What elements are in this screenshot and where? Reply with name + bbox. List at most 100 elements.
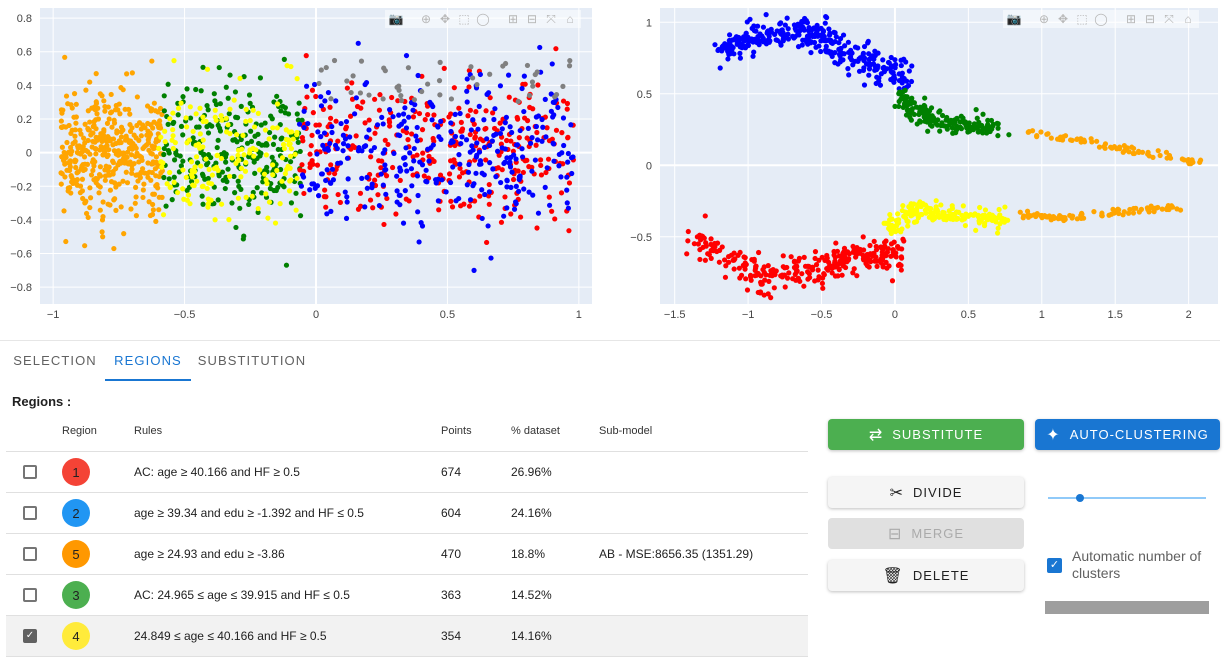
data-point [435,124,441,130]
table-row[interactable]: 2 age ≥ 39.34 and edu ≥ -1.392 and HF ≤ 0… [6,492,808,534]
tab-regions[interactable]: Regions [114,353,182,368]
auto-clustering-button[interactable]: ✦ AUTO-CLUSTERING [1035,419,1220,450]
table-row[interactable]: 5 age ≥ 24.93 and edu ≥ -3.86 470 18.8% AB -… [6,533,808,575]
data-point [379,114,385,120]
data-point [725,48,731,54]
data-point [482,191,488,198]
table-row[interactable]: 3 AC: 24.965 ≤ age ≤ 39.915 and HF ≤ 0.5 3… [6,574,808,616]
zoom-in-icon[interactable]: ⊞ [507,12,519,26]
data-point [180,186,186,192]
data-point [213,117,219,123]
table-row[interactable]: 1 AC: age ≥ 40.166 and HF ≥ 0.5 674 26.96% [6,451,808,493]
embedding-scatter-plot-right[interactable]: −1.5 −1 −0.5 0 0.5 1 1.5 2 1 0.5 0 −0.5 [610,0,1226,330]
data-point [790,33,796,39]
data-point [327,104,333,110]
zoom-out-icon[interactable]: ⊟ [526,12,538,26]
box-select-icon[interactable]: ⬚ [458,12,470,26]
data-point [294,132,300,138]
data-point [183,174,189,180]
rules-cell: 24.849 ≤ age ≤ 40.166 and HF ≥ 0.5 [134,615,441,657]
data-point [324,211,330,217]
data-point [975,213,981,220]
data-point [504,178,510,184]
lasso-icon[interactable]: ◯ [1094,12,1108,26]
camera-icon[interactable]: 📷 [1006,12,1022,26]
data-point [517,214,524,220]
substitute-button[interactable]: ⇄ SUBSTITUTE [828,419,1024,450]
delete-button[interactable]: 🗑 DELETE [828,560,1024,591]
row-checkbox[interactable] [23,465,37,479]
data-point [90,167,96,174]
data-point [100,214,106,220]
data-point [477,193,483,199]
plot-modebar-left: 📷 ⊕ ✥ ⬚ ◯ ⊞ ⊟ ⤧ ⌂ [385,10,581,28]
cluster-count-slider-thumb[interactable] [1076,494,1084,502]
x-tick-label: 1.5 [1108,309,1123,321]
zoom-icon[interactable]: ⊕ [1038,12,1050,26]
cluster-count-slider-track[interactable] [1048,497,1206,499]
data-point [266,136,272,142]
data-point [298,183,305,189]
data-point [992,215,998,221]
divide-button[interactable]: ✂ DIVIDE [828,477,1024,508]
data-point [543,169,549,176]
divide-label: DIVIDE [913,485,963,500]
data-point [778,273,784,279]
data-point [1091,209,1097,215]
row-checkbox[interactable] [23,547,37,561]
data-point [411,158,417,164]
row-checkbox[interactable] [23,588,37,602]
data-point [755,33,761,40]
lasso-icon[interactable]: ◯ [476,12,490,26]
camera-icon[interactable]: 📷 [388,12,404,26]
data-point [132,153,139,160]
data-point [1089,139,1095,145]
data-point [355,40,361,46]
data-point [403,125,410,131]
data-point [447,179,454,186]
data-point [235,178,241,184]
data-point [294,175,300,181]
data-point [491,116,497,123]
data-point [328,96,334,102]
data-point [558,174,564,180]
data-point [204,66,211,72]
autoscale-icon[interactable]: ⤧ [1164,12,1174,26]
zoom-in-icon[interactable]: ⊞ [1125,12,1137,26]
table-row[interactable]: ✓ 4 24.849 ≤ age ≤ 40.166 and HF ≥ 0.5 354 1… [6,615,808,657]
embedding-scatter-plot-left[interactable]: −1 −0.5 0 0.5 1 0.8 0.6 0.4 0.2 0 −0.2 −0.4 −0.6 −0.8 [0,0,600,330]
home-icon[interactable]: ⌂ [566,12,574,26]
data-point [118,139,124,146]
data-point [437,92,443,98]
data-point [544,165,550,171]
zoom-icon[interactable]: ⊕ [420,12,432,26]
zoom-out-icon[interactable]: ⊟ [1144,12,1156,26]
auto-clusters-checkbox[interactable]: ✓ [1047,558,1062,573]
data-point [425,112,431,118]
box-select-icon[interactable]: ⬚ [1076,12,1088,26]
pan-icon[interactable]: ✥ [1057,12,1069,26]
data-point [996,206,1002,213]
data-point [345,143,351,149]
tab-selection[interactable]: Selection [13,353,97,368]
home-icon[interactable]: ⌂ [1184,12,1192,26]
data-point [1185,158,1191,164]
row-checkbox[interactable]: ✓ [23,629,37,643]
data-point [211,165,218,172]
data-point [836,40,842,46]
pan-icon[interactable]: ✥ [439,12,451,26]
data-point [543,134,549,140]
header-region: Region [62,410,134,452]
data-point [909,206,915,213]
data-point [458,119,464,126]
data-point [851,266,857,272]
data-point [895,262,902,269]
data-point [956,209,962,215]
tab-substitution[interactable]: Substitution [197,353,307,368]
header-rules: Rules [134,410,441,452]
data-point [503,114,509,120]
autoscale-icon[interactable]: ⤧ [546,12,556,26]
data-point [510,176,517,183]
data-point [474,82,480,88]
row-checkbox[interactable] [23,506,37,520]
